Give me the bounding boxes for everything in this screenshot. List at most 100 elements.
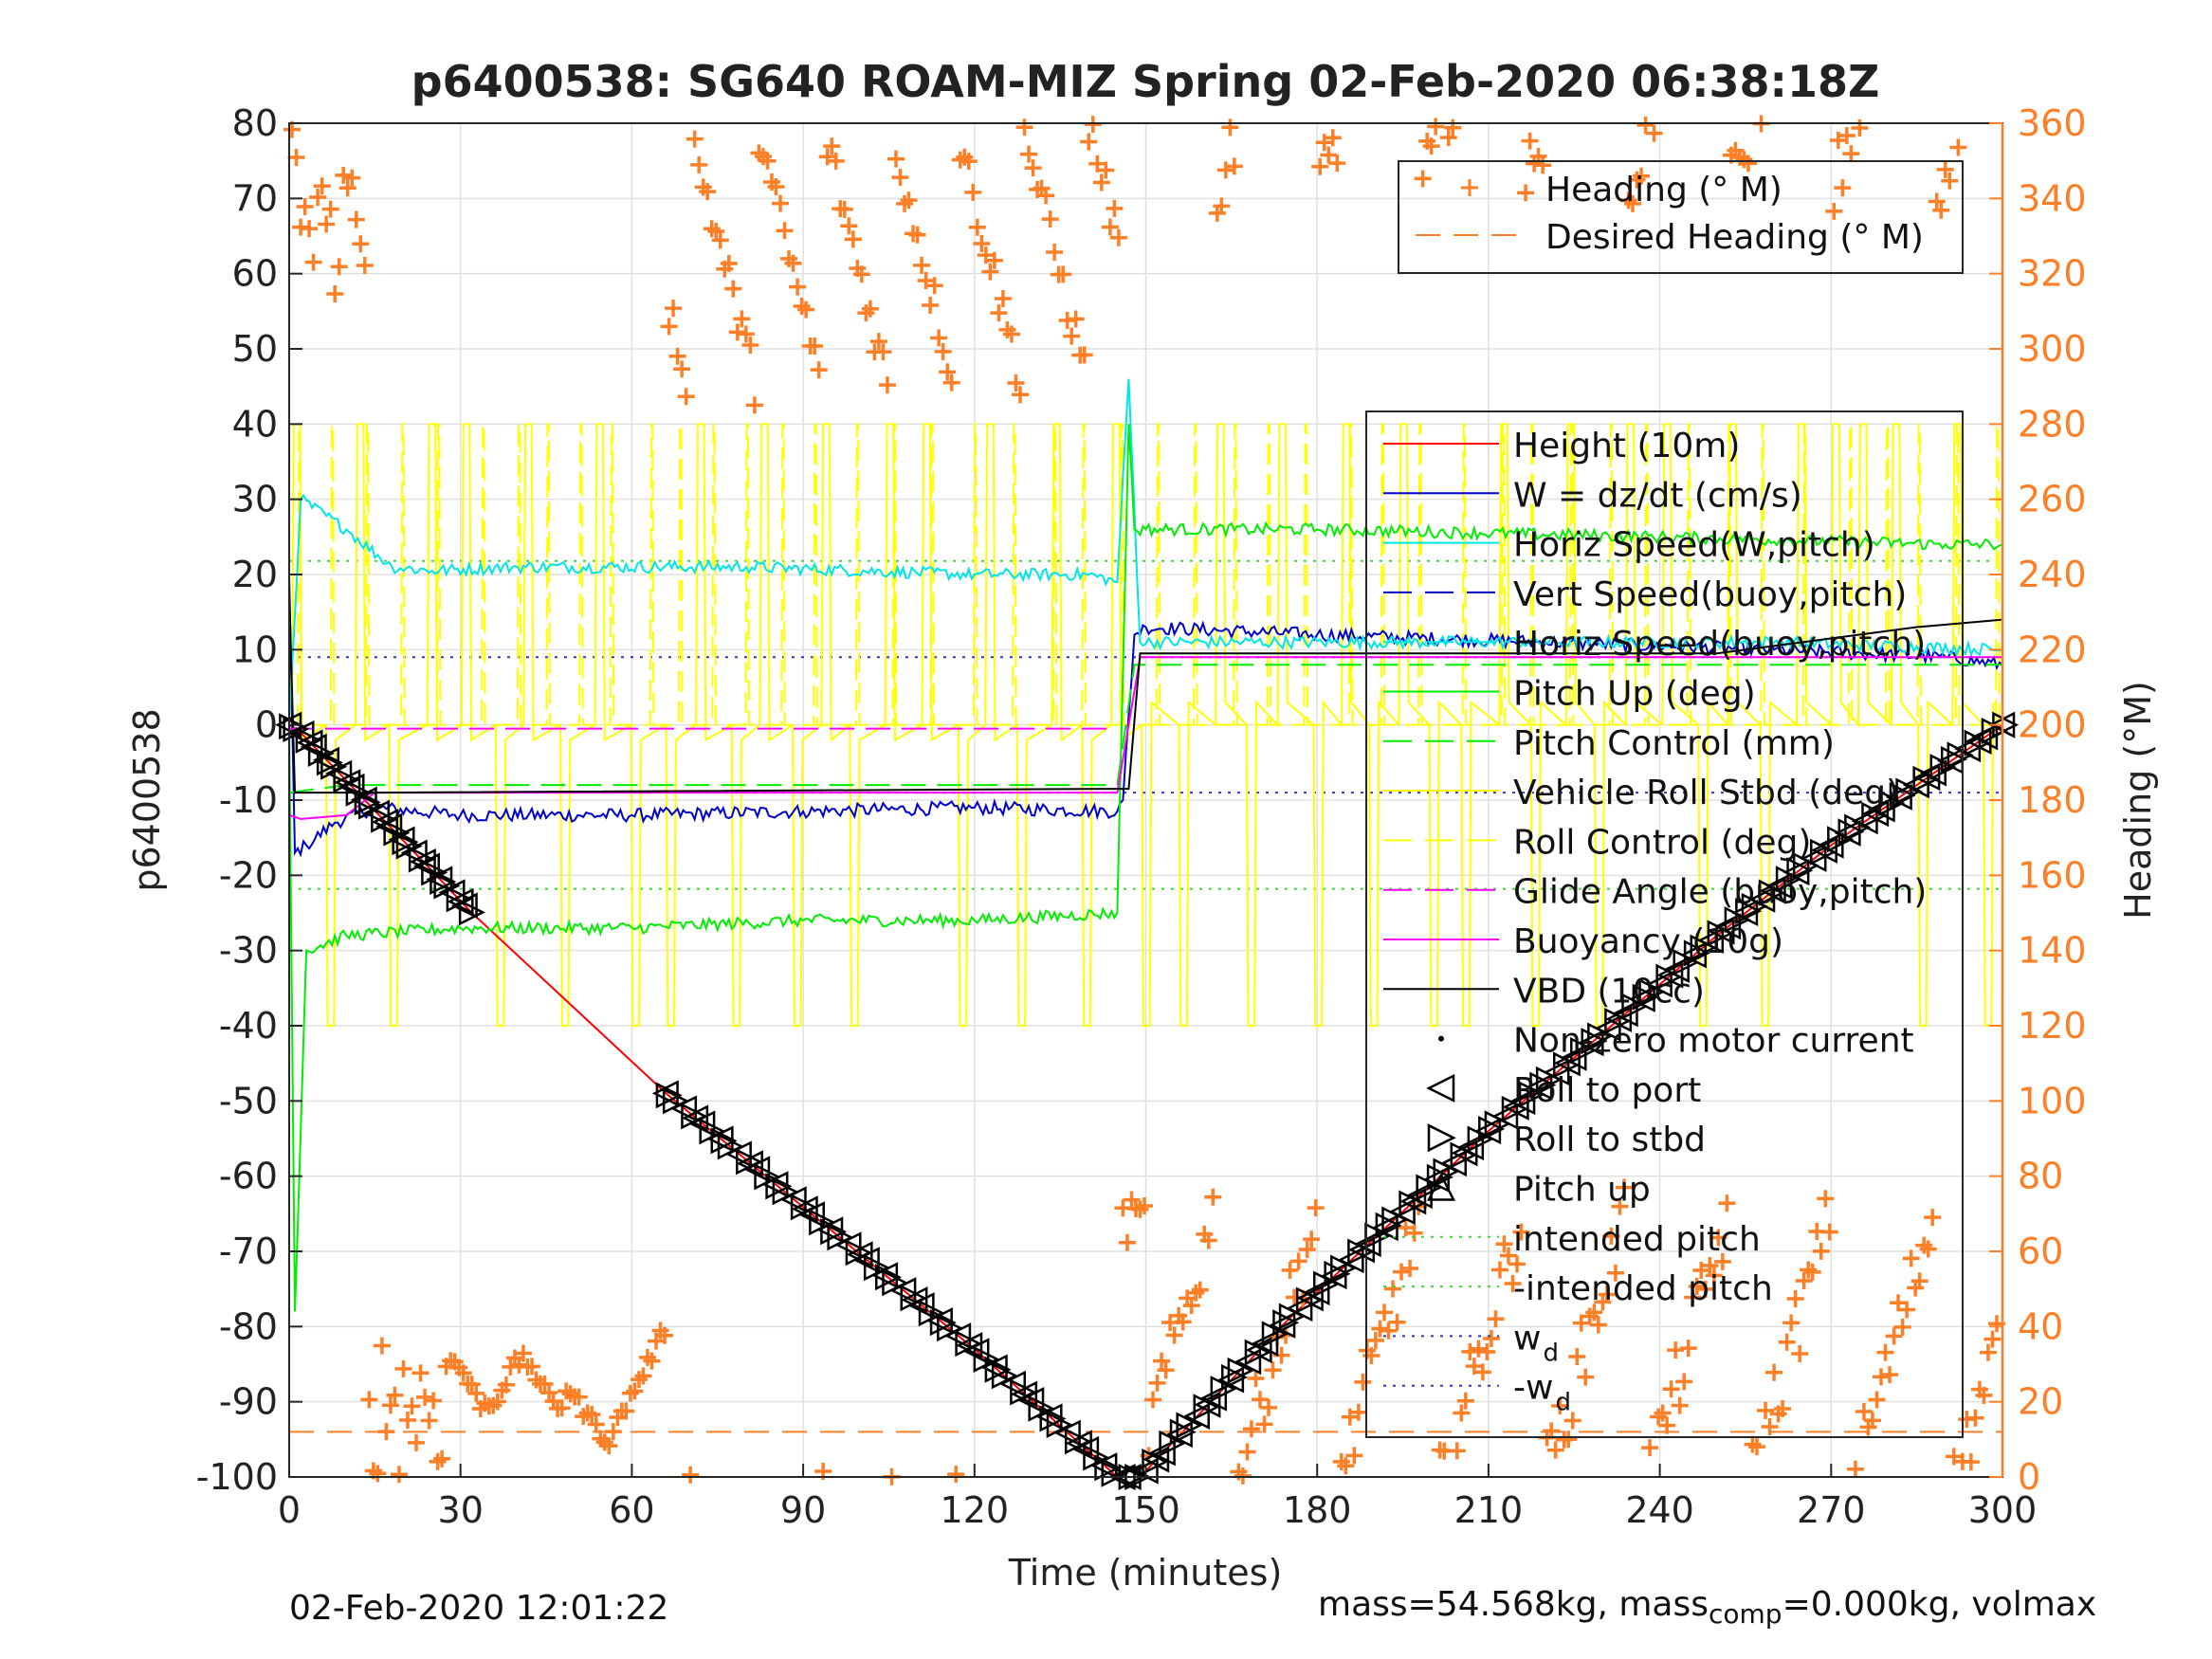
heading-marker: [733, 310, 751, 328]
heading-marker: [1461, 1342, 1479, 1360]
heading-marker: [1011, 386, 1029, 404]
roll-marker: [998, 1370, 1027, 1397]
y-axis-label: p6400538: [126, 708, 168, 891]
roll-marker: [375, 812, 403, 840]
roll-marker: [1529, 1071, 1557, 1099]
roll-marker: [1272, 1309, 1300, 1337]
heading-marker: [1375, 1304, 1393, 1322]
heading-marker: [1337, 1457, 1355, 1475]
roll-marker: [710, 1127, 738, 1155]
heading-marker: [737, 325, 755, 343]
y2-tick-label: 40: [2018, 1305, 2063, 1347]
heading-marker: [1941, 172, 1959, 190]
heading-marker: [1439, 129, 1457, 147]
heading-marker: [939, 363, 957, 381]
legend-swatch: [1426, 1073, 1455, 1103]
legend-main-entry: Horiz Speed(W,pitch): [1513, 526, 1875, 565]
series-line: [288, 378, 2003, 725]
heading-marker: [1199, 1231, 1217, 1249]
heading-marker: [942, 374, 960, 392]
heading-marker: [869, 333, 887, 351]
legend-main-entry: Vehicle Roll Stbd (deg): [1513, 774, 1899, 812]
heading-marker: [467, 1384, 485, 1402]
heading-marker: [1636, 116, 1654, 134]
heading-markers: [283, 115, 2005, 1486]
y2-tick-label: 160: [2018, 854, 2087, 896]
roll-marker: [962, 1338, 990, 1365]
heading-marker: [1067, 310, 1085, 328]
roll-marker: [1194, 1391, 1221, 1418]
heading-marker: [1623, 194, 1641, 212]
roll-marker: [1632, 983, 1659, 1011]
heading-marker: [1834, 179, 1852, 197]
roll-marker: [1388, 1198, 1416, 1226]
y2-tick-label: 220: [2018, 629, 2087, 670]
y-tick-label: 20: [232, 554, 278, 595]
roll-marker: [984, 1356, 1012, 1383]
heading-marker: [1427, 118, 1445, 136]
heading-marker: [1041, 210, 1059, 228]
heading-marker: [1144, 1391, 1162, 1409]
heading-marker: [1761, 1417, 1779, 1435]
roll-marker: [682, 1104, 709, 1132]
roll-marker: [300, 733, 327, 760]
x-axis-label: Time (minutes): [1008, 1552, 1283, 1594]
heading-marker: [741, 336, 759, 354]
x-tick-label: 240: [1625, 1489, 1694, 1531]
heading-marker: [1345, 1447, 1363, 1465]
heading-marker: [1328, 155, 1346, 173]
heading-marker: [1482, 1329, 1500, 1347]
heading-marker: [1645, 124, 1663, 142]
legend-swatch: [1426, 1172, 1456, 1201]
heading-marker: [360, 1391, 378, 1409]
roll-marker: [320, 753, 348, 780]
heading-marker: [1786, 1290, 1804, 1308]
heading-marker: [1688, 1278, 1706, 1296]
y2-tick-label: 200: [2018, 704, 2087, 746]
roll-marker: [1399, 1188, 1427, 1215]
legend-main: Height (10m) W = dz/dt (cm/s) Horiz Speed(…: [1365, 410, 1964, 1438]
roll-marker: [1508, 1088, 1536, 1116]
roll-marker: [307, 739, 335, 767]
roll-marker: [1605, 1005, 1633, 1033]
heading-marker: [1898, 1301, 1916, 1319]
x-tick-label: 180: [1283, 1489, 1352, 1531]
roll-marker: [1221, 1363, 1249, 1391]
heading-marker: [930, 329, 948, 347]
heading-marker: [874, 343, 892, 361]
y2-tick-label: 80: [2018, 1156, 2063, 1197]
heading-marker: [1829, 131, 1847, 149]
heading-marker: [1602, 1227, 1620, 1245]
heading-marker: [425, 1392, 443, 1410]
heading-marker: [797, 301, 815, 319]
legend-heading-box: [1398, 160, 1964, 274]
heading-marker: [1803, 1263, 1821, 1281]
x-tick-label: 150: [1111, 1489, 1180, 1531]
roll-marker: [1439, 1150, 1468, 1177]
y-tick-label: -40: [219, 1005, 278, 1047]
roll-marker: [1810, 836, 1837, 864]
heading-marker: [1264, 1361, 1282, 1379]
series-line: [288, 589, 2003, 794]
heading-marker: [390, 1466, 408, 1484]
heading-marker: [356, 257, 374, 275]
heading-marker: [686, 130, 704, 148]
legend-main-entry: Vert Speed(buoy,pitch): [1513, 575, 1907, 614]
heading-marker: [835, 200, 853, 218]
roll-marker: [1324, 1260, 1351, 1287]
legend-main-entry: intended pitch: [1513, 1220, 1761, 1259]
heading-marker: [1705, 1267, 1723, 1285]
heading-marker: [1075, 346, 1093, 364]
heading-marker: [1495, 1235, 1513, 1253]
heading-marker: [1765, 1363, 1783, 1381]
heading-marker: [1890, 1294, 1908, 1312]
legend-main-entry: Roll to port: [1513, 1071, 1701, 1110]
heading-marker: [1846, 1460, 1864, 1478]
roll-marker: [1053, 1419, 1081, 1447]
heading-marker: [1748, 1438, 1765, 1456]
roll-marker: [1347, 1236, 1376, 1264]
roll-marker: [820, 1218, 848, 1246]
heading-marker: [1109, 228, 1127, 246]
heading-marker: [784, 254, 802, 272]
